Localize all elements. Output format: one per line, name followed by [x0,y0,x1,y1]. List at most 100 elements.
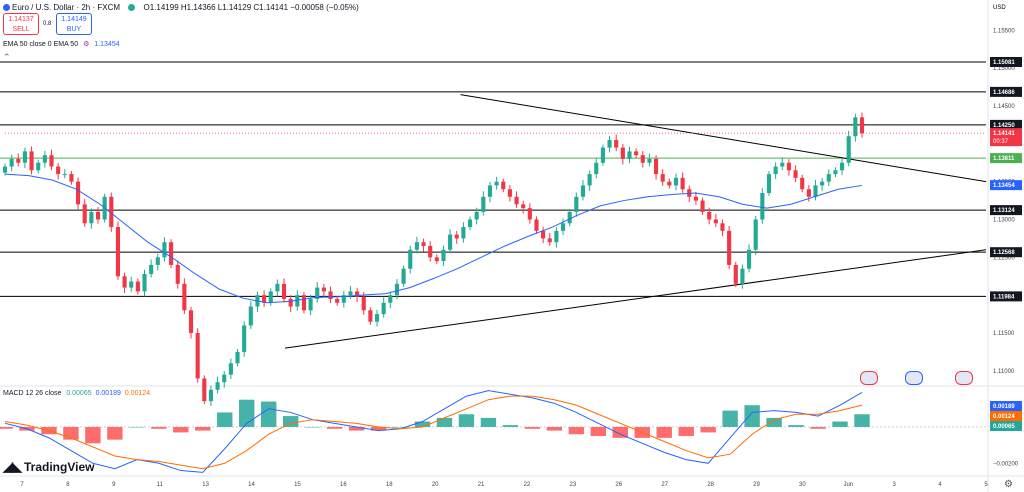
candle-body [56,166,61,175]
candle-body [348,291,353,296]
candle-body [501,181,506,190]
buy-button[interactable]: 1.14149 BUY [56,13,92,35]
level-tag-label: 1.14686 [993,90,1015,96]
candle-body [853,117,858,137]
candle-body [175,264,180,284]
trendline [284,249,987,349]
candle-body [388,295,393,303]
candle-body [813,185,818,197]
market-open-icon [128,4,136,12]
candle-body [441,249,446,262]
price-tick-label: 1.15500 [993,28,1015,34]
candle-body [780,162,785,167]
symbol-title[interactable]: Euro / U.S. Dollar · 2h · FXCM [12,3,121,12]
macd-value-tag [990,411,1022,421]
macd-value-tag [990,401,1022,411]
symbol-flag-icon [3,4,10,12]
macd-histogram-bar [151,426,167,429]
signal-line [4,395,863,470]
candle-body [574,196,579,212]
candle-body [720,223,725,231]
candle-body [793,170,798,178]
level-tag [990,86,1022,97]
macd-value-tag-label: 0.00065 [993,424,1015,430]
economic-event-icon[interactable] [905,371,923,385]
candle-body [494,181,499,186]
candle-body [653,158,659,175]
macd-histogram-bar [480,417,497,427]
candle-body [42,155,47,163]
candle-body [587,174,592,186]
candle-body [281,283,287,299]
macd-histogram-bar [788,425,804,427]
x-axis-label: 13 [202,482,209,488]
candle-body [95,211,101,220]
candle-body [62,174,67,176]
ema-legend[interactable]: EMA 50 close 0 EMA 50 ⚙ 1.13454 [3,40,120,48]
economic-event-icon[interactable] [955,371,973,385]
candle-body [155,257,160,265]
x-axis-label: 26 [615,482,622,488]
candle-body [414,242,419,250]
tv-logo-icon: ◢◣ [3,459,22,474]
x-axis-label: 16 [340,482,347,488]
candle-body [693,196,698,201]
settings-icon[interactable]: ⚙ [83,41,90,48]
macd-histogram-bar [502,425,519,427]
candle-body [335,298,340,303]
x-axis-label: 21 [478,482,485,488]
candle-body [355,291,360,297]
level-tag-label: 1.13124 [993,208,1015,214]
x-axis-label: 5 [984,482,988,488]
level-tag-label: 1.15081 [993,60,1015,66]
candle-body [248,306,253,326]
candle-body [594,162,599,175]
last-price-label: 1.14141 [993,131,1015,137]
candle-body [69,174,74,182]
x-axis-label: 23 [570,482,577,488]
candle-body [448,234,453,250]
candle-body [361,296,366,311]
candle-body [169,242,174,265]
macd-histogram-bar [612,426,628,438]
collapse-icon[interactable]: ⌃ [3,52,11,62]
macd-histogram-bar [348,426,365,431]
candle-body [859,117,865,134]
macd-histogram-bar [700,426,716,433]
candle-body [36,162,41,171]
candle-body [262,295,267,303]
candle-body [614,140,619,148]
x-axis-label: 18 [386,482,393,488]
candle-body [381,302,386,315]
macd-histogram-bar [239,399,255,427]
gear-icon[interactable]: ⚙ [1004,479,1013,490]
macd-histogram-bar [436,417,453,427]
economic-event-icon[interactable] [860,371,878,385]
candle-body [182,283,187,311]
macd-value-tag-label: 0.00124 [993,414,1015,420]
candle-body [401,268,406,284]
x-axis-label: 14 [248,482,255,488]
macd-legend[interactable]: MACD 12 26 close 0.00065 0.00189 0.00124 [3,390,150,397]
candle-body [202,378,207,402]
candle-body [474,211,479,220]
x-axis-label: Jun [843,482,853,488]
candle-body [560,223,566,231]
candle-body [162,242,167,258]
tradingview-logo[interactable]: ◢◣ TradingView [3,459,94,475]
candle-body [487,185,493,197]
candle-body [115,227,120,277]
candle-body [527,208,532,220]
candle-body [607,140,612,148]
candle-body [773,166,778,175]
x-axis-label: 29 [753,482,760,488]
candle-body [826,174,831,182]
candle-body [29,151,34,171]
candle-body [208,389,214,402]
sell-button[interactable]: 1.14137 SELL [3,13,39,35]
candle-body [288,298,293,307]
x-axis-label: 8 [66,482,70,488]
candle-body [747,249,752,269]
price-tick-label: 1.13000 [993,217,1015,223]
